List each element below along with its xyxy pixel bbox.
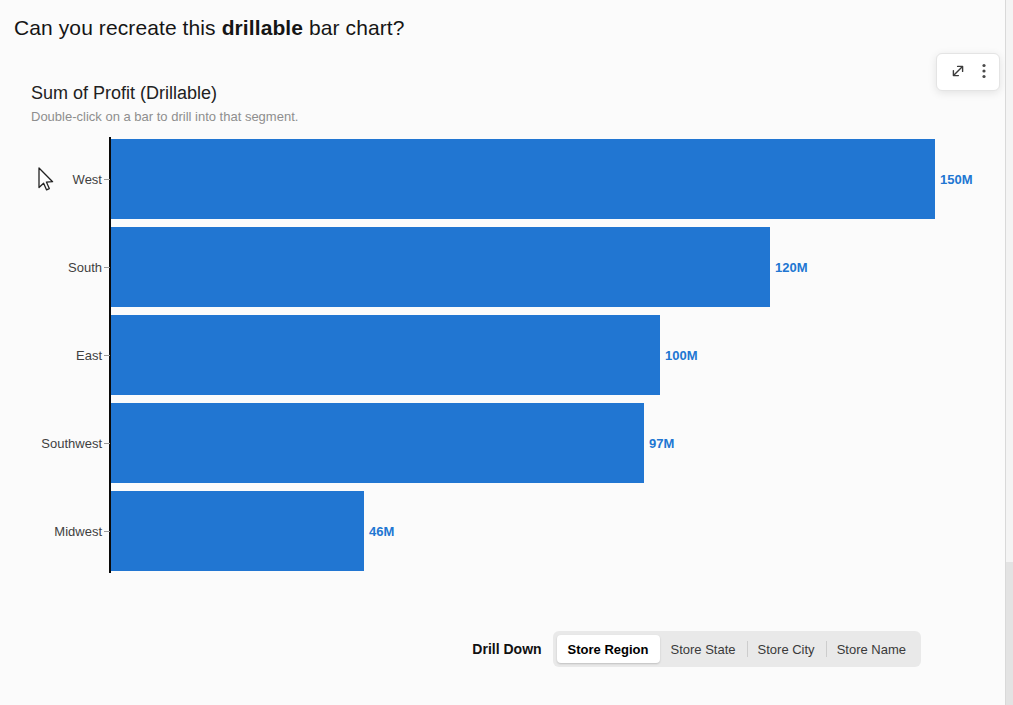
bar-west[interactable] <box>111 139 935 219</box>
value-label-south: 120M <box>775 260 808 275</box>
drill-option-store-region[interactable]: Store Region <box>557 635 660 663</box>
expand-button[interactable] <box>947 60 969 85</box>
expand-icon <box>949 62 967 83</box>
category-label-south: South <box>0 260 102 275</box>
bar-southwest[interactable] <box>111 403 644 483</box>
kebab-menu-icon <box>981 62 987 83</box>
axis-tick <box>104 179 110 180</box>
category-label-east: East <box>0 348 102 363</box>
page-title: Can you recreate this drillable bar char… <box>14 16 405 40</box>
axis-tick <box>104 443 110 444</box>
bar-chart: West150MSouth120MEast100MSouthwest97MMid… <box>0 139 1013 579</box>
drill-option-store-name[interactable]: Store Name <box>826 635 917 663</box>
value-label-east: 100M <box>665 348 698 363</box>
value-label-midwest: 46M <box>369 524 394 539</box>
value-label-southwest: 97M <box>649 436 674 451</box>
drilldown-options: Store RegionStore StateStore CityStore N… <box>553 631 921 667</box>
drilldown-label: Drill Down <box>472 641 541 657</box>
bar-east[interactable] <box>111 315 660 395</box>
page-title-suffix: bar chart? <box>303 16 405 39</box>
menu-button[interactable] <box>979 60 989 85</box>
axis-tick <box>104 531 110 532</box>
category-label-southwest: Southwest <box>0 436 102 451</box>
bar-south[interactable] <box>111 227 770 307</box>
chart-subtitle: Double-click on a bar to drill into that… <box>31 109 298 124</box>
drill-option-store-city[interactable]: Store City <box>747 635 826 663</box>
axis-tick <box>104 267 110 268</box>
page-title-bold-word: drillable <box>222 16 303 39</box>
drilldown-bar: Drill Down Store RegionStore StateStore … <box>472 631 921 667</box>
value-label-west: 150M <box>940 172 973 187</box>
mouse-arrow-pointer-icon <box>37 167 55 197</box>
page-title-prefix: Can you recreate this <box>14 16 222 39</box>
axis-tick <box>104 355 110 356</box>
bar-midwest[interactable] <box>111 491 364 571</box>
category-label-midwest: Midwest <box>0 524 102 539</box>
drill-option-store-state[interactable]: Store State <box>660 635 747 663</box>
scrollbar-thumb[interactable] <box>1006 562 1013 705</box>
chart-title: Sum of Profit (Drillable) <box>31 83 217 104</box>
page-scrollbar[interactable] <box>1005 0 1013 705</box>
chart-toolbar <box>936 53 1000 91</box>
